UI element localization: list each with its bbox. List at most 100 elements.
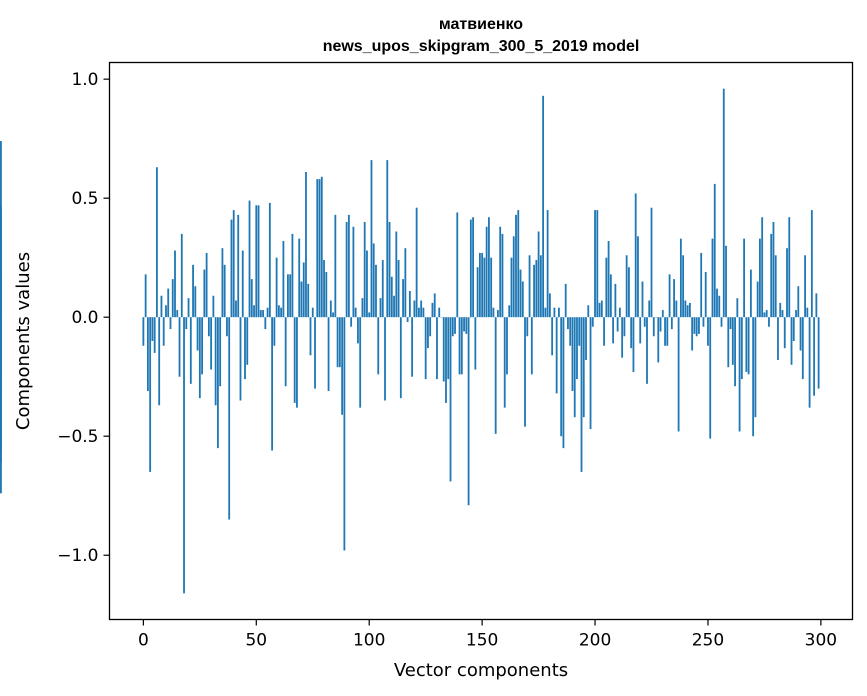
bar-107 <box>384 317 386 401</box>
bar-94 <box>354 307 357 318</box>
bar-293 <box>804 255 806 318</box>
bar-26 <box>201 317 203 375</box>
bar-89 <box>343 317 346 551</box>
bar-173 <box>533 264 535 318</box>
bar-120 <box>413 300 416 318</box>
bar-168 <box>521 281 524 318</box>
bar-30 <box>210 317 213 370</box>
bar-83 <box>329 300 332 318</box>
bar-176 <box>539 255 542 318</box>
bar-50 <box>255 205 258 318</box>
bar-162 <box>508 305 511 318</box>
bar-221 <box>641 281 644 318</box>
bar-237 <box>677 317 680 432</box>
bar-185 <box>560 317 563 437</box>
bar-102 <box>372 243 375 318</box>
bar-127 <box>429 317 432 337</box>
bar-244 <box>693 317 696 334</box>
bar-15 <box>176 310 179 318</box>
bar-69 <box>298 238 301 318</box>
bar-91 <box>347 214 350 318</box>
chart-title-line-1: матвиенко <box>439 16 523 33</box>
bar-290 <box>797 286 800 318</box>
bar-219 <box>637 236 639 318</box>
bar-145 <box>469 219 472 318</box>
bar-287 <box>790 317 793 365</box>
bar-110 <box>390 276 393 318</box>
bar-291 <box>799 317 802 351</box>
bar-93 <box>352 226 355 318</box>
bar-187 <box>564 283 567 318</box>
bar-7 <box>158 317 161 406</box>
bar-38 <box>228 317 231 520</box>
bar-48 <box>250 279 253 318</box>
bar-134 <box>445 317 447 403</box>
bar-42 <box>237 214 240 318</box>
bar-112 <box>395 231 398 318</box>
bar-160 <box>503 317 506 408</box>
bar-213 <box>623 317 626 337</box>
bar-204 <box>603 317 605 346</box>
bar-101 <box>370 160 373 318</box>
bar-153 <box>488 217 490 318</box>
x-axis-ticks: 0 50 100 150 200 250 300 <box>138 619 837 651</box>
bar-175 <box>537 231 540 318</box>
bar-133 <box>442 317 445 382</box>
bar-137 <box>451 317 454 337</box>
bar-191 <box>573 317 576 418</box>
bar-217 <box>632 317 635 372</box>
bar-193 <box>578 317 581 346</box>
bar-140 <box>458 317 461 375</box>
x-axis-label: Vector components <box>394 660 568 681</box>
bar-238 <box>679 238 682 318</box>
bar-99 <box>366 250 368 318</box>
bar-undefined <box>0 317 2 384</box>
bar-52 <box>259 310 262 318</box>
bar-210 <box>616 317 619 332</box>
chart-title-line-2: news_upos_skipgram_300_5_2019 model <box>323 38 640 55</box>
bar-255 <box>718 295 721 318</box>
bar-31 <box>212 295 215 318</box>
bar-189 <box>569 317 572 346</box>
bar-114 <box>399 317 402 399</box>
bar-111 <box>393 295 395 318</box>
bar-106 <box>381 260 384 318</box>
bar-34 <box>219 317 222 387</box>
x-tick-label: 200 <box>579 631 611 651</box>
bar-13 <box>171 279 174 318</box>
bar-27 <box>203 269 206 318</box>
bar-215 <box>628 267 630 318</box>
bar-2 <box>146 317 149 391</box>
bar-147 <box>474 317 477 370</box>
bar-60 <box>277 305 280 318</box>
bar-218 <box>634 193 637 318</box>
bar-192 <box>576 317 578 380</box>
bar-279 <box>772 221 775 318</box>
y-tick-label: −1.0 <box>57 546 98 566</box>
bar-25 <box>198 317 201 399</box>
bar-undefined <box>0 262 2 318</box>
bar-151 <box>483 257 486 318</box>
bar-65 <box>289 274 292 318</box>
bar-141 <box>460 317 463 375</box>
bar-57 <box>271 317 274 451</box>
bar-139 <box>456 212 459 318</box>
bar-212 <box>621 317 624 358</box>
x-tick-label: 250 <box>692 631 724 651</box>
bar-87 <box>338 317 341 368</box>
bar-12 <box>169 317 172 330</box>
y-tick-label: −0.5 <box>57 427 98 447</box>
bar-41 <box>235 300 237 318</box>
plot-frame <box>108 61 854 621</box>
bar-8 <box>160 295 163 318</box>
bar-190 <box>571 317 574 391</box>
bar-234 <box>670 317 673 330</box>
bar-211 <box>618 307 621 318</box>
bar-214 <box>625 255 628 318</box>
bar-208 <box>612 317 615 344</box>
bar-155 <box>492 307 495 318</box>
bar-159 <box>501 233 504 318</box>
bar-144 <box>467 317 470 506</box>
bar-157 <box>497 310 499 318</box>
